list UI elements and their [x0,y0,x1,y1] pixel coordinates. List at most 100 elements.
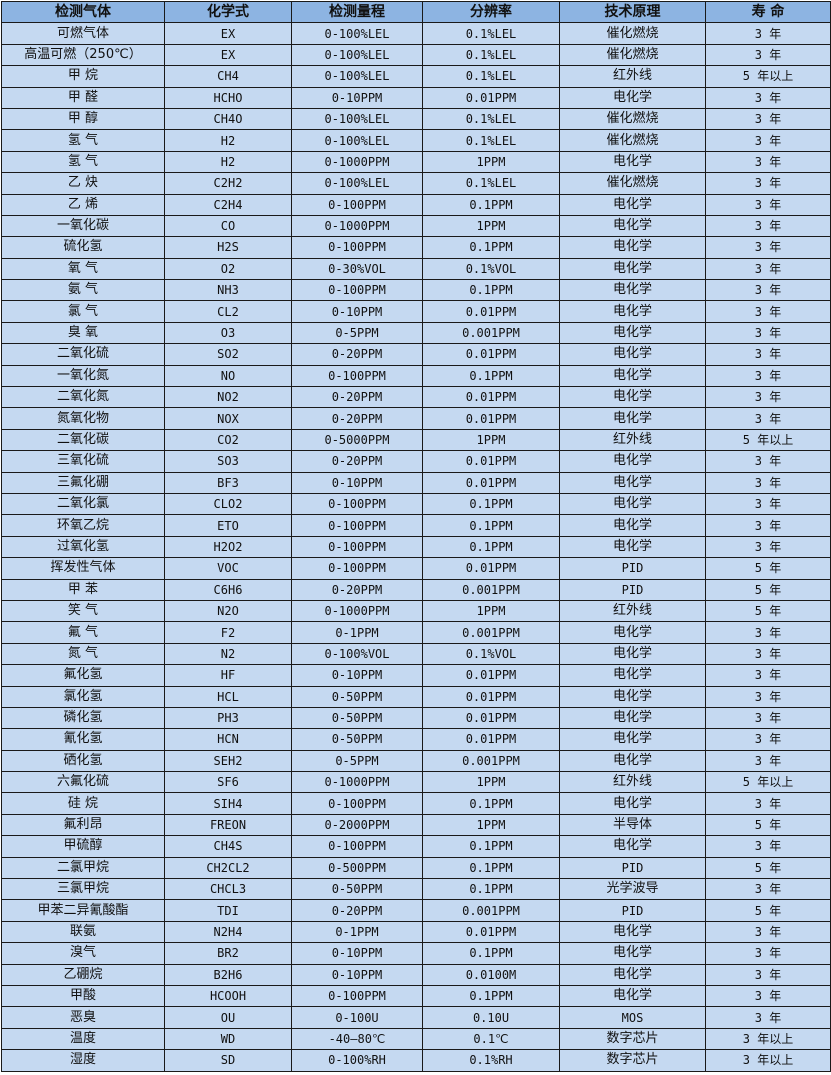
principle-cell: 红外线 [559,428,706,452]
gas-name-cell: 甲苯二异氰酸酯 [1,899,165,922]
principle-cell: 电化学 [559,214,706,238]
resolution-cell: 0.1%VOL [422,257,560,281]
range-cell: 0-500PPM [291,856,423,880]
principle-cell: 光学波导 [559,878,706,901]
table-row: 氟 气 F2 0-1PPM 0.001PPM 电化学 3 年 [1,621,831,644]
gas-name-cell: 氮 气 [1,642,165,666]
formula-cell: CH4S [164,835,292,858]
range-cell: 0-100PPM [291,364,423,388]
lifespan-cell: 3 年 [705,257,831,281]
gas-name-cell: 氟利昂 [1,813,165,837]
principle-cell: 电化学 [559,728,706,751]
gas-name-cell: 过氧化氢 [1,535,165,559]
gas-name-cell: 三氟化硼 [1,471,165,494]
resolution-cell: 0.1℃ [422,1027,560,1051]
header-range: 检测量程 [291,0,423,24]
gas-name-cell: 二氯甲烷 [1,856,165,880]
lifespan-cell: 3 年 [705,535,831,559]
gas-name-cell: 三氯甲烷 [1,878,165,901]
gas-name-cell: 甲 苯 [1,578,165,601]
lifespan-cell: 3 年 [705,236,831,259]
gas-name-cell: 甲 醛 [1,86,165,109]
table-row: 温度 WD -40—80℃ 0.1℃ 数字芯片 3 年以上 [1,1027,831,1051]
lifespan-cell: 3 年 [705,471,831,494]
formula-cell: ETO [164,514,292,537]
range-cell: 0-20PPM [291,899,423,922]
gas-name-cell: 溴气 [1,942,165,965]
range-cell: 0-100PPM [291,835,423,858]
range-cell: 0-1PPM [291,621,423,644]
principle-cell: 电化学 [559,835,706,858]
formula-cell: CO [164,214,292,238]
resolution-cell: 0.01PPM [422,920,560,944]
principle-cell: 电化学 [559,86,706,109]
table-row: 氨 气 NH3 0-100PPM 0.1PPM 电化学 3 年 [1,279,831,302]
header-formula: 化学式 [164,0,292,24]
table-row: 氯化氢 HCL 0-50PPM 0.01PPM 电化学 3 年 [1,685,831,708]
range-cell: 0-2000PPM [291,813,423,837]
gas-name-cell: 乙硼烷 [1,963,165,986]
lifespan-cell: 3 年 [705,321,831,345]
formula-cell: CH4 [164,65,292,88]
gas-name-cell: 硒化氢 [1,749,165,773]
resolution-cell: 0.1%VOL [422,642,560,666]
principle-cell: 电化学 [559,279,706,302]
resolution-cell: 0.1PPM [422,942,560,965]
lifespan-cell: 3 年 [705,984,831,1008]
resolution-cell: 0.1PPM [422,878,560,901]
table-row: 硅 烷 SIH4 0-100PPM 0.1PPM 电化学 3 年 [1,792,831,815]
lifespan-cell: 5 年 [705,599,831,623]
resolution-cell: 0.01PPM [422,557,560,580]
lifespan-cell: 3 年 [705,749,831,773]
lifespan-cell: 5 年 [705,578,831,601]
lifespan-cell: 3 年以上 [705,1049,831,1072]
principle-cell: PID [559,856,706,880]
lifespan-cell: 3 年 [705,343,831,366]
table-row: 臭 氧 O3 0-5PPM 0.001PPM 电化学 3 年 [1,321,831,345]
principle-cell: 电化学 [559,492,706,516]
resolution-cell: 0.01PPM [422,471,560,494]
table-row: 三氧化硫 SO3 0-20PPM 0.01PPM 电化学 3 年 [1,450,831,473]
table-row: 氢 气 H2 0-1000PPM 1PPM 电化学 3 年 [1,150,831,174]
table-row: 笑 气 N2O 0-1000PPM 1PPM 红外线 5 年 [1,599,831,623]
resolution-cell: 0.1%LEL [422,129,560,152]
resolution-cell: 0.1PPM [422,535,560,559]
lifespan-cell: 3 年 [705,642,831,666]
formula-cell: CH4O [164,107,292,131]
resolution-cell: 0.1%RH [422,1049,560,1072]
formula-cell: FREON [164,813,292,837]
formula-cell: O2 [164,257,292,281]
range-cell: 0-50PPM [291,706,423,730]
formula-cell: N2H4 [164,920,292,944]
lifespan-cell: 3 年 [705,129,831,152]
resolution-cell: 1PPM [422,150,560,174]
principle-cell: 催化燃烧 [559,107,706,131]
header-resolution: 分辨率 [422,0,560,24]
lifespan-cell: 3 年 [705,214,831,238]
table-row: 溴气 BR2 0-10PPM 0.1PPM 电化学 3 年 [1,942,831,965]
gas-name-cell: 乙 烯 [1,193,165,216]
formula-cell: NH3 [164,279,292,302]
principle-cell: 电化学 [559,535,706,559]
formula-cell: BR2 [164,942,292,965]
resolution-cell: 0.01PPM [422,343,560,366]
range-cell: 0-100PPM [291,514,423,537]
gas-name-cell: 臭 氧 [1,321,165,345]
resolution-cell: 0.001PPM [422,899,560,922]
range-cell: 0-10PPM [291,471,423,494]
principle-cell: 数字芯片 [559,1027,706,1051]
range-cell: 0-100%LEL [291,65,423,88]
principle-cell: 电化学 [559,685,706,708]
table-row: 甲 醇 CH4O 0-100%LEL 0.1%LEL 催化燃烧 3 年 [1,107,831,131]
formula-cell: EX [164,43,292,67]
formula-cell: B2H6 [164,963,292,986]
gas-name-cell: 高温可燃（250℃） [1,43,165,67]
range-cell: 0-100PPM [291,535,423,559]
table-row: 甲 苯 C6H6 0-20PPM 0.001PPM PID 5 年 [1,578,831,601]
principle-cell: 电化学 [559,321,706,345]
resolution-cell: 0.1PPM [422,856,560,880]
principle-cell: 电化学 [559,150,706,174]
formula-cell: H2 [164,129,292,152]
range-cell: 0-10PPM [291,942,423,965]
range-cell: 0-100PPM [291,236,423,259]
